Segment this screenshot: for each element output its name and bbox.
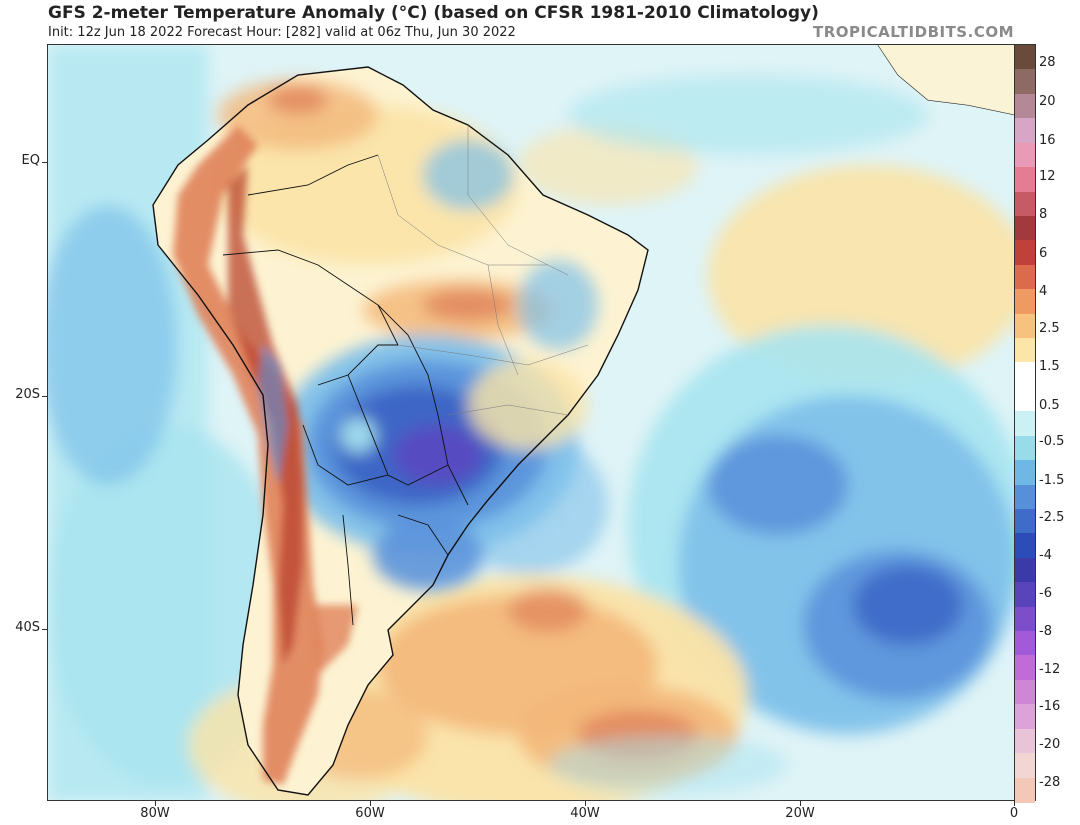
land-anomaly-field	[218, 80, 598, 590]
colorbar-swatch	[1015, 631, 1035, 657]
colorbar-label: -6	[1039, 586, 1052, 601]
lon-label-40w: 40W	[570, 806, 600, 821]
colorbar-swatch	[1015, 264, 1035, 290]
lat-tick	[42, 162, 47, 163]
colorbar-swatch	[1015, 484, 1035, 510]
colorbar-label: -1.5	[1039, 473, 1065, 488]
colorbar-swatch	[1015, 45, 1035, 71]
coastline	[152, 66, 649, 796]
lon-tick	[585, 801, 586, 806]
ocean-anomaly-field	[48, 45, 1014, 800]
colorbar-swatch	[1015, 582, 1035, 608]
state-borders	[377, 125, 589, 416]
colorbar-swatch	[1015, 167, 1035, 193]
colorbar-label: 28	[1039, 55, 1056, 70]
colorbar-label: 0.5	[1039, 398, 1060, 413]
colorbar-swatch	[1015, 362, 1035, 388]
colorbar-swatch	[1015, 728, 1035, 754]
colorbar-label: -0.5	[1039, 434, 1065, 449]
lon-label-60w: 60W	[355, 806, 385, 821]
map-canvas	[48, 45, 1014, 800]
colorbar-swatch	[1015, 679, 1035, 705]
africa-landmass	[878, 45, 1014, 115]
lat-label-20s: 20S	[15, 387, 40, 402]
colorbar-label: -8	[1039, 624, 1052, 639]
lon-tick	[1014, 801, 1015, 806]
colorbar-label: 20	[1039, 94, 1056, 109]
colorbar-label: -2.5	[1039, 510, 1065, 525]
lat-label-40s: 40S	[15, 620, 40, 635]
lon-label-20w: 20W	[785, 806, 815, 821]
colorbar-label: -28	[1039, 775, 1061, 790]
lat-tick	[42, 396, 47, 397]
colorbar-label: -12	[1039, 662, 1061, 677]
colorbar-label: 1.5	[1039, 359, 1060, 374]
colorbar-label: 6	[1039, 246, 1048, 261]
andes-warm-anomaly	[173, 125, 358, 785]
colorbar-label: 2.5	[1039, 321, 1060, 336]
colorbar-swatch	[1015, 386, 1035, 412]
lon-tick	[800, 801, 801, 806]
map-title: GFS 2-meter Temperature Anomaly (°C) (ba…	[48, 3, 819, 23]
lon-tick	[155, 801, 156, 806]
colorbar-swatch	[1015, 338, 1035, 364]
colorbar-swatch	[1015, 118, 1035, 144]
colorbar-label: -20	[1039, 737, 1061, 752]
colorbar	[1015, 44, 1036, 803]
lon-label-0: 0	[1009, 806, 1019, 821]
colorbar-swatch	[1015, 557, 1035, 583]
country-borders	[222, 154, 469, 626]
lat-tick	[42, 629, 47, 630]
colorbar-swatch	[1015, 533, 1035, 559]
colorbar-swatch	[1015, 460, 1035, 486]
colorbar-swatch	[1015, 313, 1035, 339]
lon-tick	[370, 801, 371, 806]
colorbar-swatch	[1015, 411, 1035, 437]
colorbar-label: 12	[1039, 169, 1056, 184]
colorbar-swatch	[1015, 191, 1035, 217]
lat-label-eq: EQ	[21, 153, 40, 168]
colorbar-label: 4	[1039, 284, 1048, 299]
colorbar-swatch	[1015, 240, 1035, 266]
colorbar-label: 16	[1039, 133, 1056, 148]
anomaly-map	[47, 44, 1015, 801]
colorbar-swatch	[1015, 704, 1035, 730]
colorbar-swatch	[1015, 289, 1035, 315]
colorbar-swatch	[1015, 655, 1035, 681]
source-credit: TROPICALTIDBITS.COM	[813, 23, 1014, 41]
colorbar-label: 8	[1039, 207, 1048, 222]
colorbar-swatch	[1015, 142, 1035, 168]
colorbar-label: -4	[1039, 548, 1052, 563]
colorbar-swatch	[1015, 753, 1035, 779]
colorbar-swatch	[1015, 508, 1035, 534]
colorbar-label: -16	[1039, 699, 1061, 714]
colorbar-swatch	[1015, 435, 1035, 461]
lon-label-80w: 80W	[140, 806, 170, 821]
colorbar-swatch	[1015, 606, 1035, 632]
map-subtitle: Init: 12z Jun 18 2022 Forecast Hour: [28…	[48, 25, 516, 40]
colorbar-swatch	[1015, 777, 1035, 803]
colorbar-swatch	[1015, 69, 1035, 95]
colorbar-swatch	[1015, 215, 1035, 241]
colorbar-swatch	[1015, 93, 1035, 119]
